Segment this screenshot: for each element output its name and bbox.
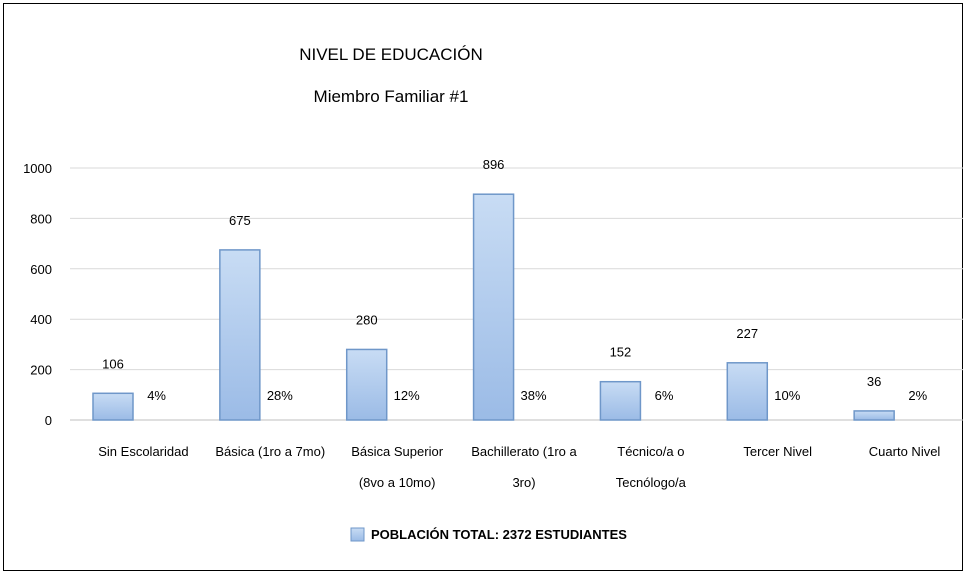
category-label: Básica Superior (351, 444, 443, 459)
percent-label: 2% (908, 388, 927, 403)
y-tick-label: 1000 (23, 161, 52, 176)
x-axis-labels: Sin Escolaridad Básica (1ro a 7mo) Básica … (98, 444, 940, 490)
y-tick-label: 200 (30, 363, 52, 378)
bar (92, 392, 134, 421)
category-label: Cuarto Nivel (869, 444, 941, 459)
y-tick-label: 400 (30, 312, 52, 327)
y-axis-ticks: 0 200 400 600 800 1000 (23, 161, 52, 428)
chart-title: NIVEL DE EDUCACIÓN (299, 45, 483, 64)
category-label: Tecnólogo/a (616, 475, 687, 490)
percent-label: 28% (267, 388, 293, 403)
category-label: Bachillerato (1ro a (471, 444, 577, 459)
y-tick-label: 800 (30, 211, 52, 226)
bar (599, 380, 642, 421)
value-label: 36 (867, 374, 881, 389)
category-label: 3ro) (512, 475, 535, 490)
legend-swatch (350, 527, 365, 542)
value-label: 280 (356, 312, 378, 327)
gridlines (70, 167, 963, 421)
legend-label: POBLACIÓN TOTAL: 2372 ESTUDIANTES (371, 527, 627, 542)
y-tick-label: 600 (30, 262, 52, 277)
value-label: 152 (610, 345, 632, 360)
legend: POBLACIÓN TOTAL: 2372 ESTUDIANTES (350, 527, 627, 542)
bar (219, 249, 261, 421)
percent-label: 12% (394, 388, 420, 403)
category-label: (8vo a 10mo) (359, 475, 436, 490)
bar (853, 410, 895, 421)
bar (726, 362, 769, 421)
value-label: 896 (483, 157, 505, 172)
y-tick-label: 0 (45, 413, 52, 428)
value-label: 675 (229, 213, 251, 228)
data-labels: 106 4% 675 28% 280 12% 896 38% 152 6% 227 10% 36 2% (102, 157, 927, 403)
percent-label: 38% (521, 388, 547, 403)
value-label: 106 (102, 356, 124, 371)
percent-label: 4% (147, 388, 166, 403)
category-label: Sin Escolaridad (98, 444, 188, 459)
bars (92, 193, 895, 421)
chart-subtitle: Miembro Familiar #1 (314, 87, 469, 106)
bar (472, 193, 515, 421)
bar (345, 348, 388, 421)
category-label: Técnico/a o (617, 444, 684, 459)
percent-label: 6% (655, 388, 674, 403)
category-label: Básica (1ro a 7mo) (215, 444, 325, 459)
category-label: Tercer Nivel (743, 444, 812, 459)
value-label: 227 (736, 326, 758, 341)
percent-label: 10% (774, 388, 800, 403)
